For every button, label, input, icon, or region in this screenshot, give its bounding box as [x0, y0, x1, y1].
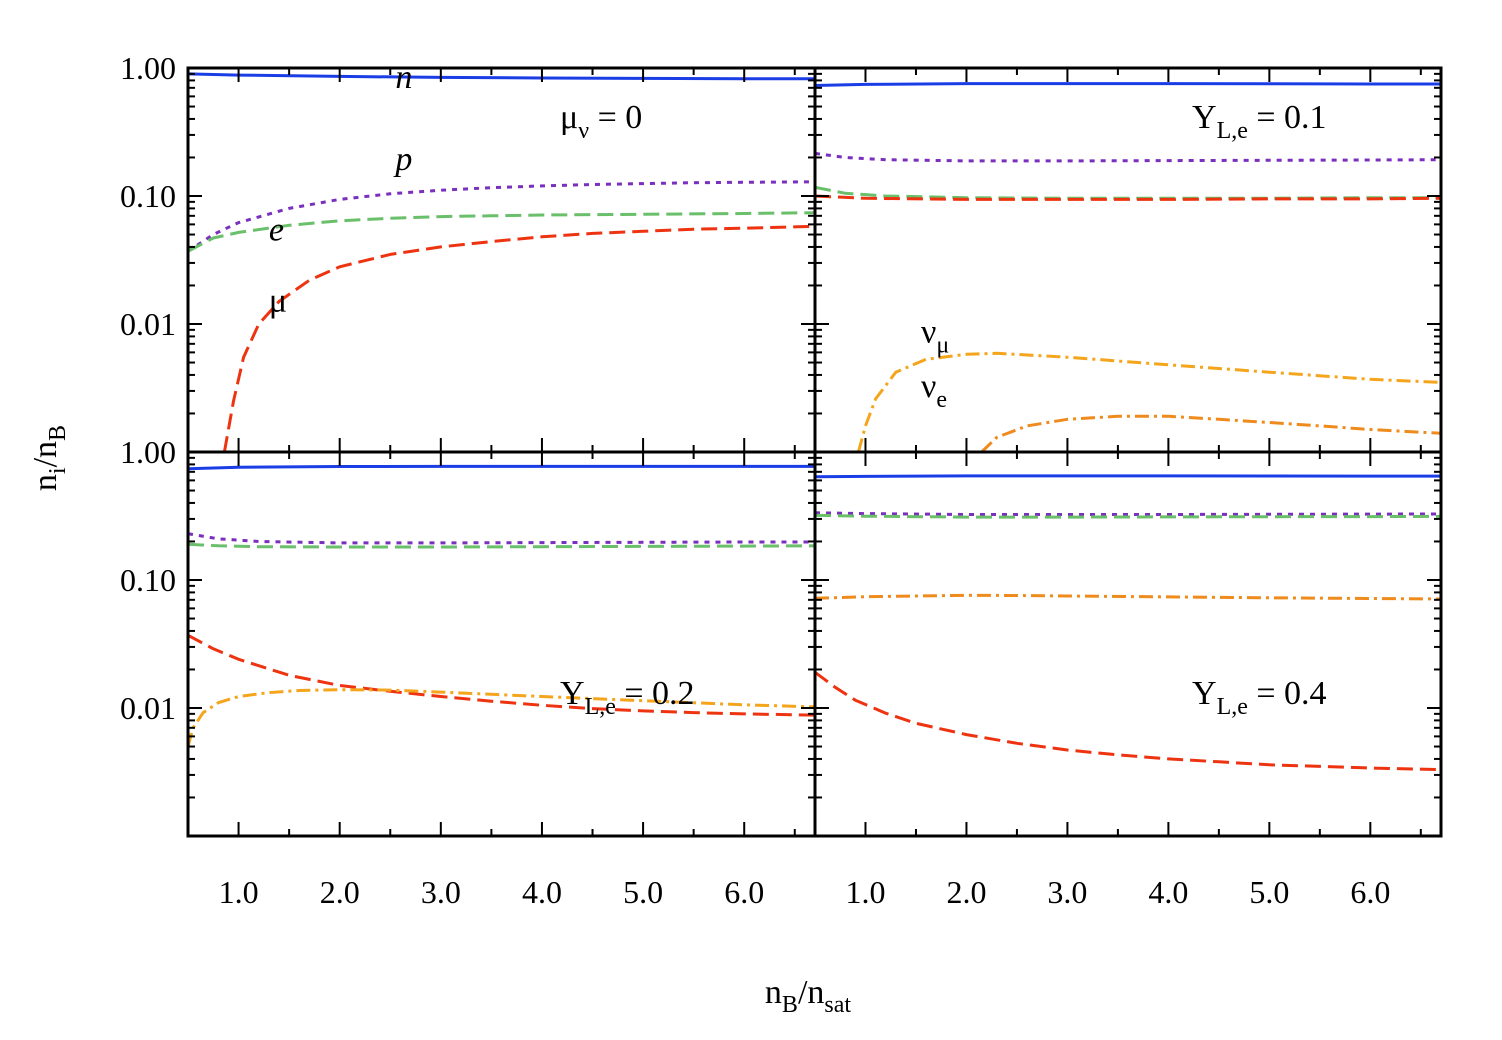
panel-label-bottom-right-main: Y	[1192, 675, 1217, 712]
x-tick-label: 2.0	[946, 874, 986, 910]
series-line-n	[815, 474, 1441, 479]
y-tick-label: 1.00	[120, 434, 176, 470]
y-axis-label: ni/nB	[27, 425, 71, 491]
x-tick-label: 5.0	[1249, 874, 1289, 910]
labels-layer: 1.00 0.10 0.01 1.00 0.10 0.01 1.0 2.0 3.0 4.0 5.0 6…	[27, 50, 1390, 1018]
panel-label-bottom-right: YL,e = 0.4	[1192, 675, 1327, 720]
x-axis-label-n: n	[765, 974, 782, 1011]
y-axis-label-sub2: B	[45, 425, 71, 441]
panels-layer	[188, 72, 1441, 772]
panel-label-top-left-rest: = 0	[589, 99, 642, 136]
curve-label: νμ	[921, 313, 949, 358]
curve-label-sub: μ	[936, 332, 949, 358]
x-tick-label: 2.0	[320, 874, 360, 910]
x-tick-label: 1.0	[219, 874, 259, 910]
series-line-nu_e	[980, 414, 1441, 452]
panel-label-bottom-left-sub: L,e	[585, 694, 616, 720]
x-axis-label-sub1: B	[782, 992, 798, 1018]
curve-label: μ	[269, 283, 287, 320]
x-axis-label-sub2: sat	[824, 992, 851, 1018]
x-axis-label: nB/nsat	[765, 974, 851, 1018]
series-line-p	[815, 151, 1441, 163]
curve-label-main: n	[395, 59, 412, 96]
panel-label-bottom-right-rest: = 0.4	[1248, 675, 1327, 712]
panel-frame-top-left	[186, 66, 817, 454]
series-line-p	[815, 511, 1441, 516]
series-line-e	[188, 211, 815, 253]
series-line-e	[188, 542, 815, 549]
series-line-p	[188, 180, 815, 253]
x-tick-label: 3.0	[421, 874, 461, 910]
y-tick-label: 0.10	[120, 562, 176, 598]
series-line-mu	[188, 633, 815, 717]
y-axis-label-sub1: i	[45, 467, 71, 474]
x-tick-label: 1.0	[845, 874, 885, 910]
curve-label-main: p	[393, 141, 412, 178]
y-tick-label: 1.00	[120, 50, 176, 86]
series-line-mu	[815, 671, 1441, 772]
panel-label-top-left-main: μ	[560, 99, 578, 136]
x-axis-label-mid: /n	[798, 974, 824, 1011]
x-tick-label: 5.0	[623, 874, 663, 910]
curve-label-main: μ	[269, 283, 287, 320]
series-line-e	[815, 185, 1441, 200]
y-tick-label: 0.01	[120, 690, 176, 726]
series-line-mu	[222, 224, 815, 452]
panel-label-bottom-left-rest: = 0.2	[616, 675, 695, 712]
panel-top-left	[188, 72, 815, 452]
panel-bottom-right	[815, 474, 1441, 772]
series-line-nu_e	[815, 593, 1441, 601]
panel-bottom-left	[188, 464, 815, 747]
panel-label-bottom-right-sub: L,e	[1217, 694, 1248, 720]
panel-label-top-left: μν = 0	[560, 99, 642, 144]
curve-label: νe	[921, 368, 947, 413]
y-axis-label-n: n	[27, 474, 64, 491]
panel-label-top-right-rest: = 0.1	[1248, 99, 1327, 136]
curve-label: e	[269, 211, 284, 248]
panel-frame-bottom-right	[813, 450, 1443, 838]
x-tick-label: 6.0	[1350, 874, 1390, 910]
curve-label: p	[393, 141, 412, 178]
x-tick-label: 4.0	[522, 874, 562, 910]
x-tick-label: 6.0	[724, 874, 764, 910]
panel-label-top-right: YL,e = 0.1	[1192, 99, 1327, 144]
x-tick-label: 3.0	[1047, 874, 1087, 910]
series-line-p	[188, 532, 815, 545]
y-axis-label-mid: /n	[27, 441, 64, 467]
series-line-n	[188, 464, 815, 471]
curve-label-main: ν	[921, 368, 936, 405]
curve-label: n	[395, 59, 412, 96]
series-line-e	[815, 513, 1441, 519]
x-tick-label: 4.0	[1148, 874, 1188, 910]
panel-frame-top-right	[813, 66, 1443, 454]
series-line-nu_mu	[188, 688, 815, 747]
panel-label-top-left-sub: ν	[578, 118, 589, 144]
panel-label-top-right-sub: L,e	[1217, 118, 1248, 144]
panel-top-right	[815, 82, 1441, 452]
ticks-layer	[186, 66, 1443, 838]
curve-label-main: ν	[921, 313, 936, 350]
curve-label-main: e	[269, 211, 284, 248]
y-tick-label: 0.01	[120, 306, 176, 342]
series-line-n	[815, 82, 1441, 87]
panel-label-bottom-left-main: Y	[560, 675, 585, 712]
y-tick-label: 0.10	[120, 178, 176, 214]
series-line-n	[188, 72, 815, 81]
panel-frame-bottom-left	[186, 450, 817, 838]
series-line-mu	[815, 194, 1441, 201]
curve-label-sub: e	[936, 387, 947, 413]
panel-label-top-right-main: Y	[1192, 99, 1217, 136]
panel-label-bottom-left: YL,e = 0.2	[560, 675, 695, 720]
